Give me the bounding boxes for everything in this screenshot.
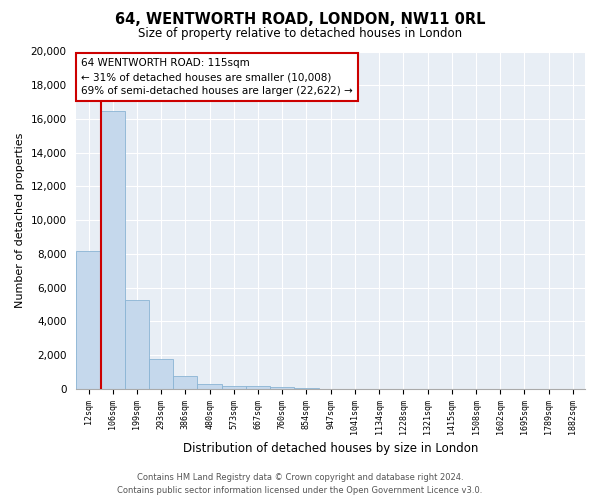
Bar (173, 376, 197, 389)
Bar (270, 388, 295, 389)
Text: 64, WENTWORTH ROAD, LONDON, NW11 0RL: 64, WENTWORTH ROAD, LONDON, NW11 0RL (115, 12, 485, 28)
Bar (76, 250, 101, 389)
Bar (295, 388, 319, 389)
Text: Contains HM Land Registry data © Crown copyright and database right 2024.
Contai: Contains HM Land Registry data © Crown c… (118, 474, 482, 495)
X-axis label: Distribution of detached houses by size in London: Distribution of detached houses by size … (183, 442, 478, 455)
Y-axis label: Number of detached properties: Number of detached properties (15, 132, 25, 308)
Bar (197, 384, 222, 389)
Bar (222, 386, 246, 389)
Bar (125, 300, 149, 389)
Bar (149, 358, 173, 389)
Text: 64 WENTWORTH ROAD: 115sqm
← 31% of detached houses are smaller (10,008)
69% of s: 64 WENTWORTH ROAD: 115sqm ← 31% of detac… (82, 58, 353, 96)
Text: Size of property relative to detached houses in London: Size of property relative to detached ho… (138, 28, 462, 40)
Bar (246, 386, 270, 389)
Bar (101, 110, 125, 389)
